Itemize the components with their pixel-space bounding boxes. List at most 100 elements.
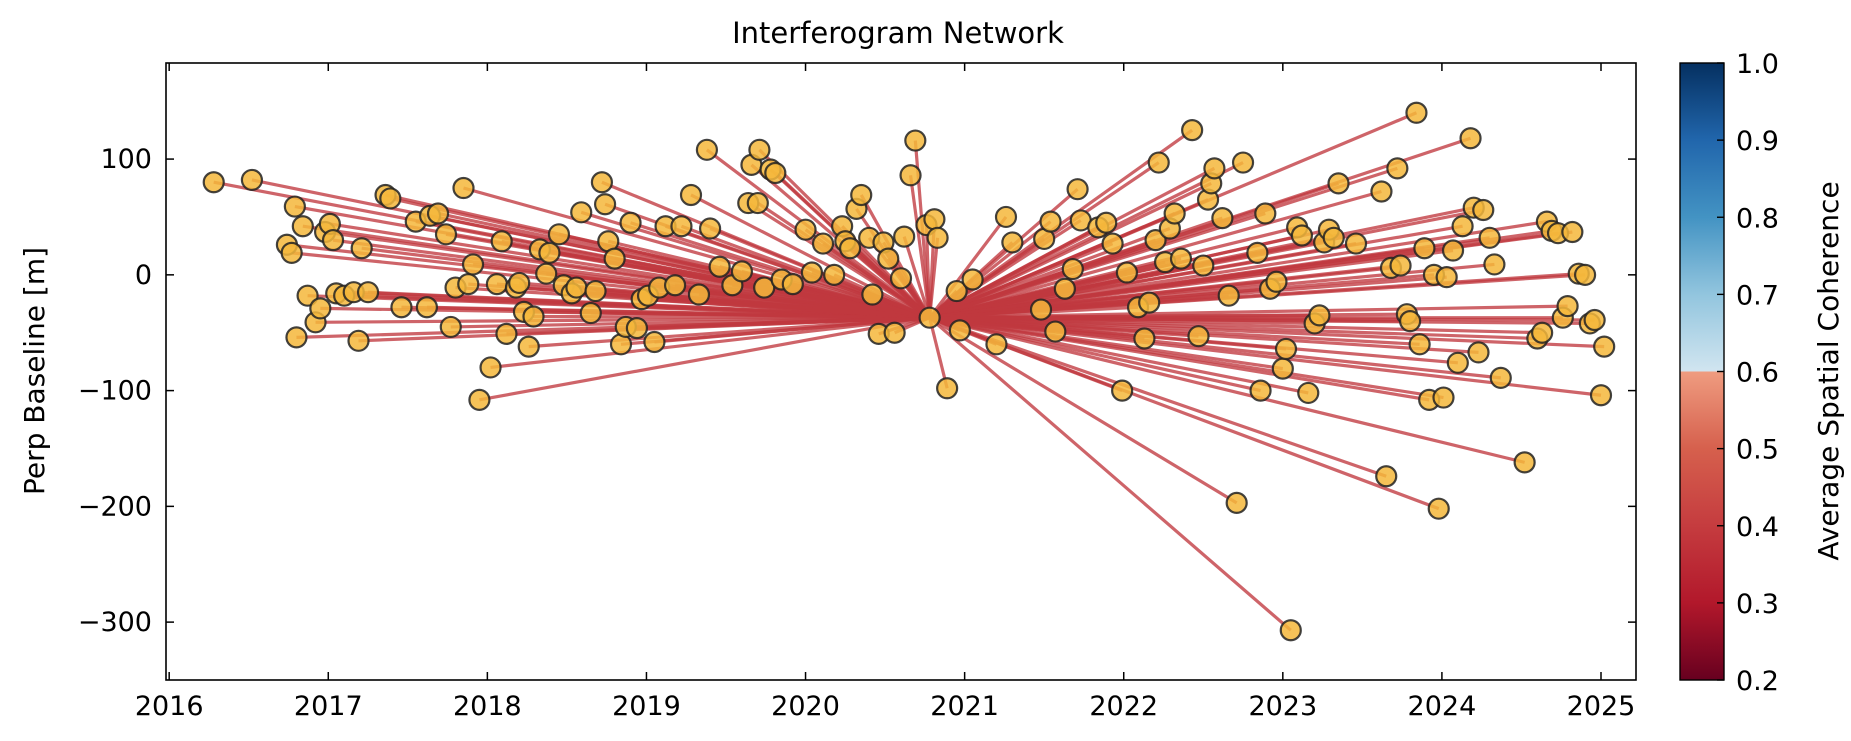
acquisition-point <box>1297 381 1320 405</box>
acquisition-point <box>1274 337 1298 361</box>
acquisition-point <box>923 208 946 231</box>
acquisition-point <box>1459 127 1482 150</box>
acquisition-point <box>1044 320 1067 343</box>
acquisition-point <box>1389 254 1412 277</box>
acquisition-point <box>283 195 306 218</box>
interferogram-edge <box>929 189 1382 320</box>
acquisition-point <box>439 315 462 339</box>
acquisition-point <box>730 260 754 283</box>
x-tick-label: 2017 <box>294 691 363 722</box>
interferogram-edge <box>928 161 1244 320</box>
acquisition-point <box>1066 178 1089 201</box>
acquisition-point <box>794 218 817 241</box>
acquisition-point <box>1427 497 1450 520</box>
y-tick-label: −300 <box>78 607 152 638</box>
acquisition-point <box>1039 210 1062 233</box>
y-axis-title: Perp Baseline [m] <box>18 247 51 495</box>
acquisition-point <box>1144 229 1167 252</box>
acquisition-point <box>1181 119 1204 142</box>
acquisition-point <box>452 176 475 200</box>
interferogram-edge <box>929 316 1444 400</box>
acquisition-point <box>893 225 916 248</box>
acquisition-point <box>838 237 862 260</box>
acquisition-point <box>945 279 968 303</box>
acquisition-point <box>1513 451 1536 474</box>
x-tick-label: 2022 <box>1089 691 1158 722</box>
colorbar-tick-label: 0.3 <box>1736 589 1779 620</box>
interferogram-edge <box>929 316 1440 511</box>
acquisition-point <box>1101 232 1124 255</box>
acquisition-point <box>936 377 959 400</box>
chart-title: Interferogram Network <box>732 16 1064 50</box>
interferogram-edge <box>928 237 940 318</box>
acquisition-point <box>679 183 703 207</box>
acquisition-point <box>285 326 308 349</box>
acquisition-point <box>850 183 873 207</box>
acquisition-point <box>570 201 593 224</box>
interferogram-edge <box>929 316 1602 397</box>
acquisition-point <box>379 187 402 210</box>
acquisition-point <box>1187 325 1210 348</box>
acquisition-point <box>508 271 531 295</box>
interferogram-edge <box>479 316 930 402</box>
acquisition-point <box>663 274 687 297</box>
acquisition-point <box>434 223 458 246</box>
acquisition-point <box>468 388 491 411</box>
acquisition-point <box>1441 239 1465 262</box>
acquisition-point <box>1344 232 1368 255</box>
acquisition-point <box>1322 226 1345 249</box>
acquisition-point <box>1001 231 1024 254</box>
acquisition-point <box>1408 333 1431 356</box>
interferogram-edge <box>929 316 1526 464</box>
interferogram-edge <box>928 317 949 389</box>
acquisition-point <box>1308 304 1331 327</box>
acquisition-point <box>1556 294 1579 318</box>
acquisition-point <box>309 297 332 320</box>
colorbar-tick-label: 1.0 <box>1736 49 1779 80</box>
colorbar-gradient <box>1679 62 1725 681</box>
acquisition-point <box>1053 277 1076 300</box>
acquisition-point <box>1029 298 1053 321</box>
acquisition-point <box>321 229 345 252</box>
acquisition-point <box>698 217 722 240</box>
acquisition-point <box>579 301 602 325</box>
interferogram-edge <box>822 242 931 319</box>
acquisition-point <box>985 333 1008 356</box>
acquisition-point <box>240 168 264 192</box>
interferogram-edge <box>929 316 1543 335</box>
acquisition-point <box>695 138 719 161</box>
acquisition-point <box>1472 198 1495 222</box>
acquisition-point <box>1370 180 1393 203</box>
interferogram-edge <box>929 316 1309 395</box>
colorbar-label: Average Spatial Coherence <box>1812 181 1845 560</box>
acquisition-point <box>590 171 614 194</box>
interferogram-edge <box>849 247 931 319</box>
interferogram-edge <box>928 316 1292 632</box>
y-tick-label: 0 <box>135 260 152 291</box>
acquisition-point <box>800 261 824 284</box>
x-tick-label: 2020 <box>771 691 840 722</box>
acquisition-point <box>1203 157 1226 180</box>
acquisition-point <box>781 273 804 296</box>
acquisition-point <box>1589 384 1613 407</box>
acquisition-point <box>670 215 693 238</box>
acquisition-point <box>1265 270 1288 293</box>
acquisition-point <box>1375 465 1398 488</box>
acquisition-point <box>877 247 900 270</box>
acquisition-point <box>1413 237 1436 260</box>
colorbar-tick-label: 0.9 <box>1736 126 1779 157</box>
acquisition-point <box>535 262 558 285</box>
x-tick-label: 2025 <box>1567 691 1636 722</box>
x-tick-label: 2019 <box>612 691 681 722</box>
interferogram-edge <box>928 215 1008 319</box>
acquisition-point <box>1435 266 1458 289</box>
acquisition-point <box>1211 207 1234 230</box>
acquisition-point <box>1246 241 1269 264</box>
acquisition-point <box>1386 157 1409 180</box>
acquisition-point <box>347 329 370 352</box>
x-tick-label: 2023 <box>1248 691 1317 722</box>
acquisition-point <box>1483 253 1506 276</box>
x-axis-ticks: 2016 2017 2018 2019 2020 2021 2022 2023 2024 2025 <box>135 63 1636 722</box>
interferogram-edge <box>590 311 930 320</box>
